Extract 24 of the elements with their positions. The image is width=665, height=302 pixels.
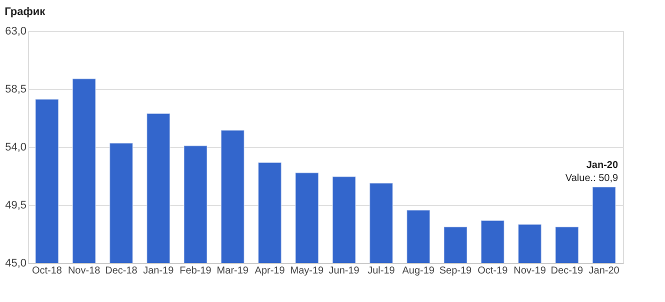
x-tick-label: Aug-19 bbox=[402, 266, 435, 276]
x-tick-label: Apr-19 bbox=[254, 266, 286, 276]
x-tick-label: Dec-18 bbox=[105, 266, 138, 276]
x-tick-label: Nov-18 bbox=[68, 266, 101, 276]
annotation: Jan-20 bbox=[586, 160, 618, 171]
annotation: Value.: 50,9 bbox=[565, 172, 618, 184]
y-tick-label: 49,5 bbox=[5, 200, 26, 212]
x-tick-label: Dec-19 bbox=[550, 266, 584, 276]
chart-title: График bbox=[4, 6, 46, 18]
y-tick-label: 58,5 bbox=[5, 84, 26, 96]
x-tick-label: Oct-18 bbox=[32, 266, 62, 276]
x-tick-label: Feb-19 bbox=[180, 266, 212, 276]
x-tick-label: Jun-19 bbox=[328, 266, 360, 276]
x-tick-label: Sep-19 bbox=[439, 266, 472, 276]
y-tick-label: 63,0 bbox=[5, 26, 26, 38]
y-tick-label: 45,0 bbox=[5, 258, 26, 270]
x-tick-label: Jan-20 bbox=[588, 266, 620, 276]
x-tick-label: Nov-19 bbox=[514, 266, 546, 276]
y-tick-label: 54,0 bbox=[5, 142, 26, 154]
x-tick-label: Jan-19 bbox=[143, 266, 174, 276]
x-tick-label: Mar-19 bbox=[216, 266, 249, 276]
x-tick-label: Jul-19 bbox=[368, 266, 396, 276]
x-tick-label: May-19 bbox=[290, 266, 324, 276]
x-tick-label: Oct-19 bbox=[478, 266, 508, 276]
